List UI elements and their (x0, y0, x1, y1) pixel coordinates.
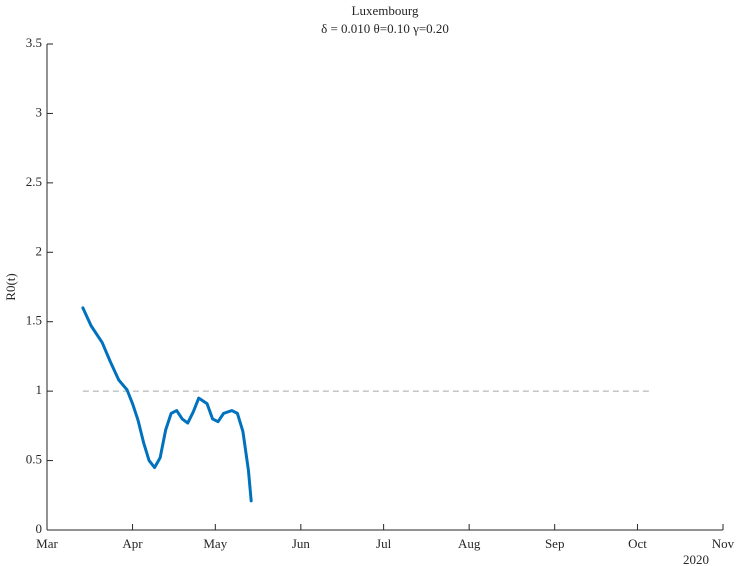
x-tick-label: May (203, 536, 227, 551)
y-tick-label: 0 (36, 521, 43, 536)
y-tick-label: 2 (36, 243, 43, 258)
x-tick-label: Oct (628, 536, 647, 551)
y-tick-label: 1 (36, 382, 43, 397)
x-tick-label: Jun (292, 536, 311, 551)
x-tick-label: Sep (545, 536, 565, 551)
x-tick-label: Jul (376, 536, 392, 551)
x-tick-label: Aug (458, 536, 481, 551)
y-tick-label: 3.5 (26, 35, 42, 50)
y-axis-label: R0(t) (3, 273, 18, 300)
x-tick-label: Mar (36, 536, 58, 551)
x-tick-label: Apr (122, 536, 143, 551)
data-line (81, 306, 253, 503)
chart-subtitle: δ = 0.010 θ=0.10 γ=0.20 (321, 21, 449, 36)
x-axis-annotation: 2020 (683, 552, 709, 566)
chart-title: Luxembourg (352, 3, 419, 18)
y-tick-label: 3 (36, 104, 43, 119)
y-tick-label: 1.5 (26, 313, 42, 328)
y-tick-label: 0.5 (26, 452, 42, 467)
y-tick-label: 2.5 (26, 174, 42, 189)
x-tick-label: Nov (712, 536, 735, 551)
